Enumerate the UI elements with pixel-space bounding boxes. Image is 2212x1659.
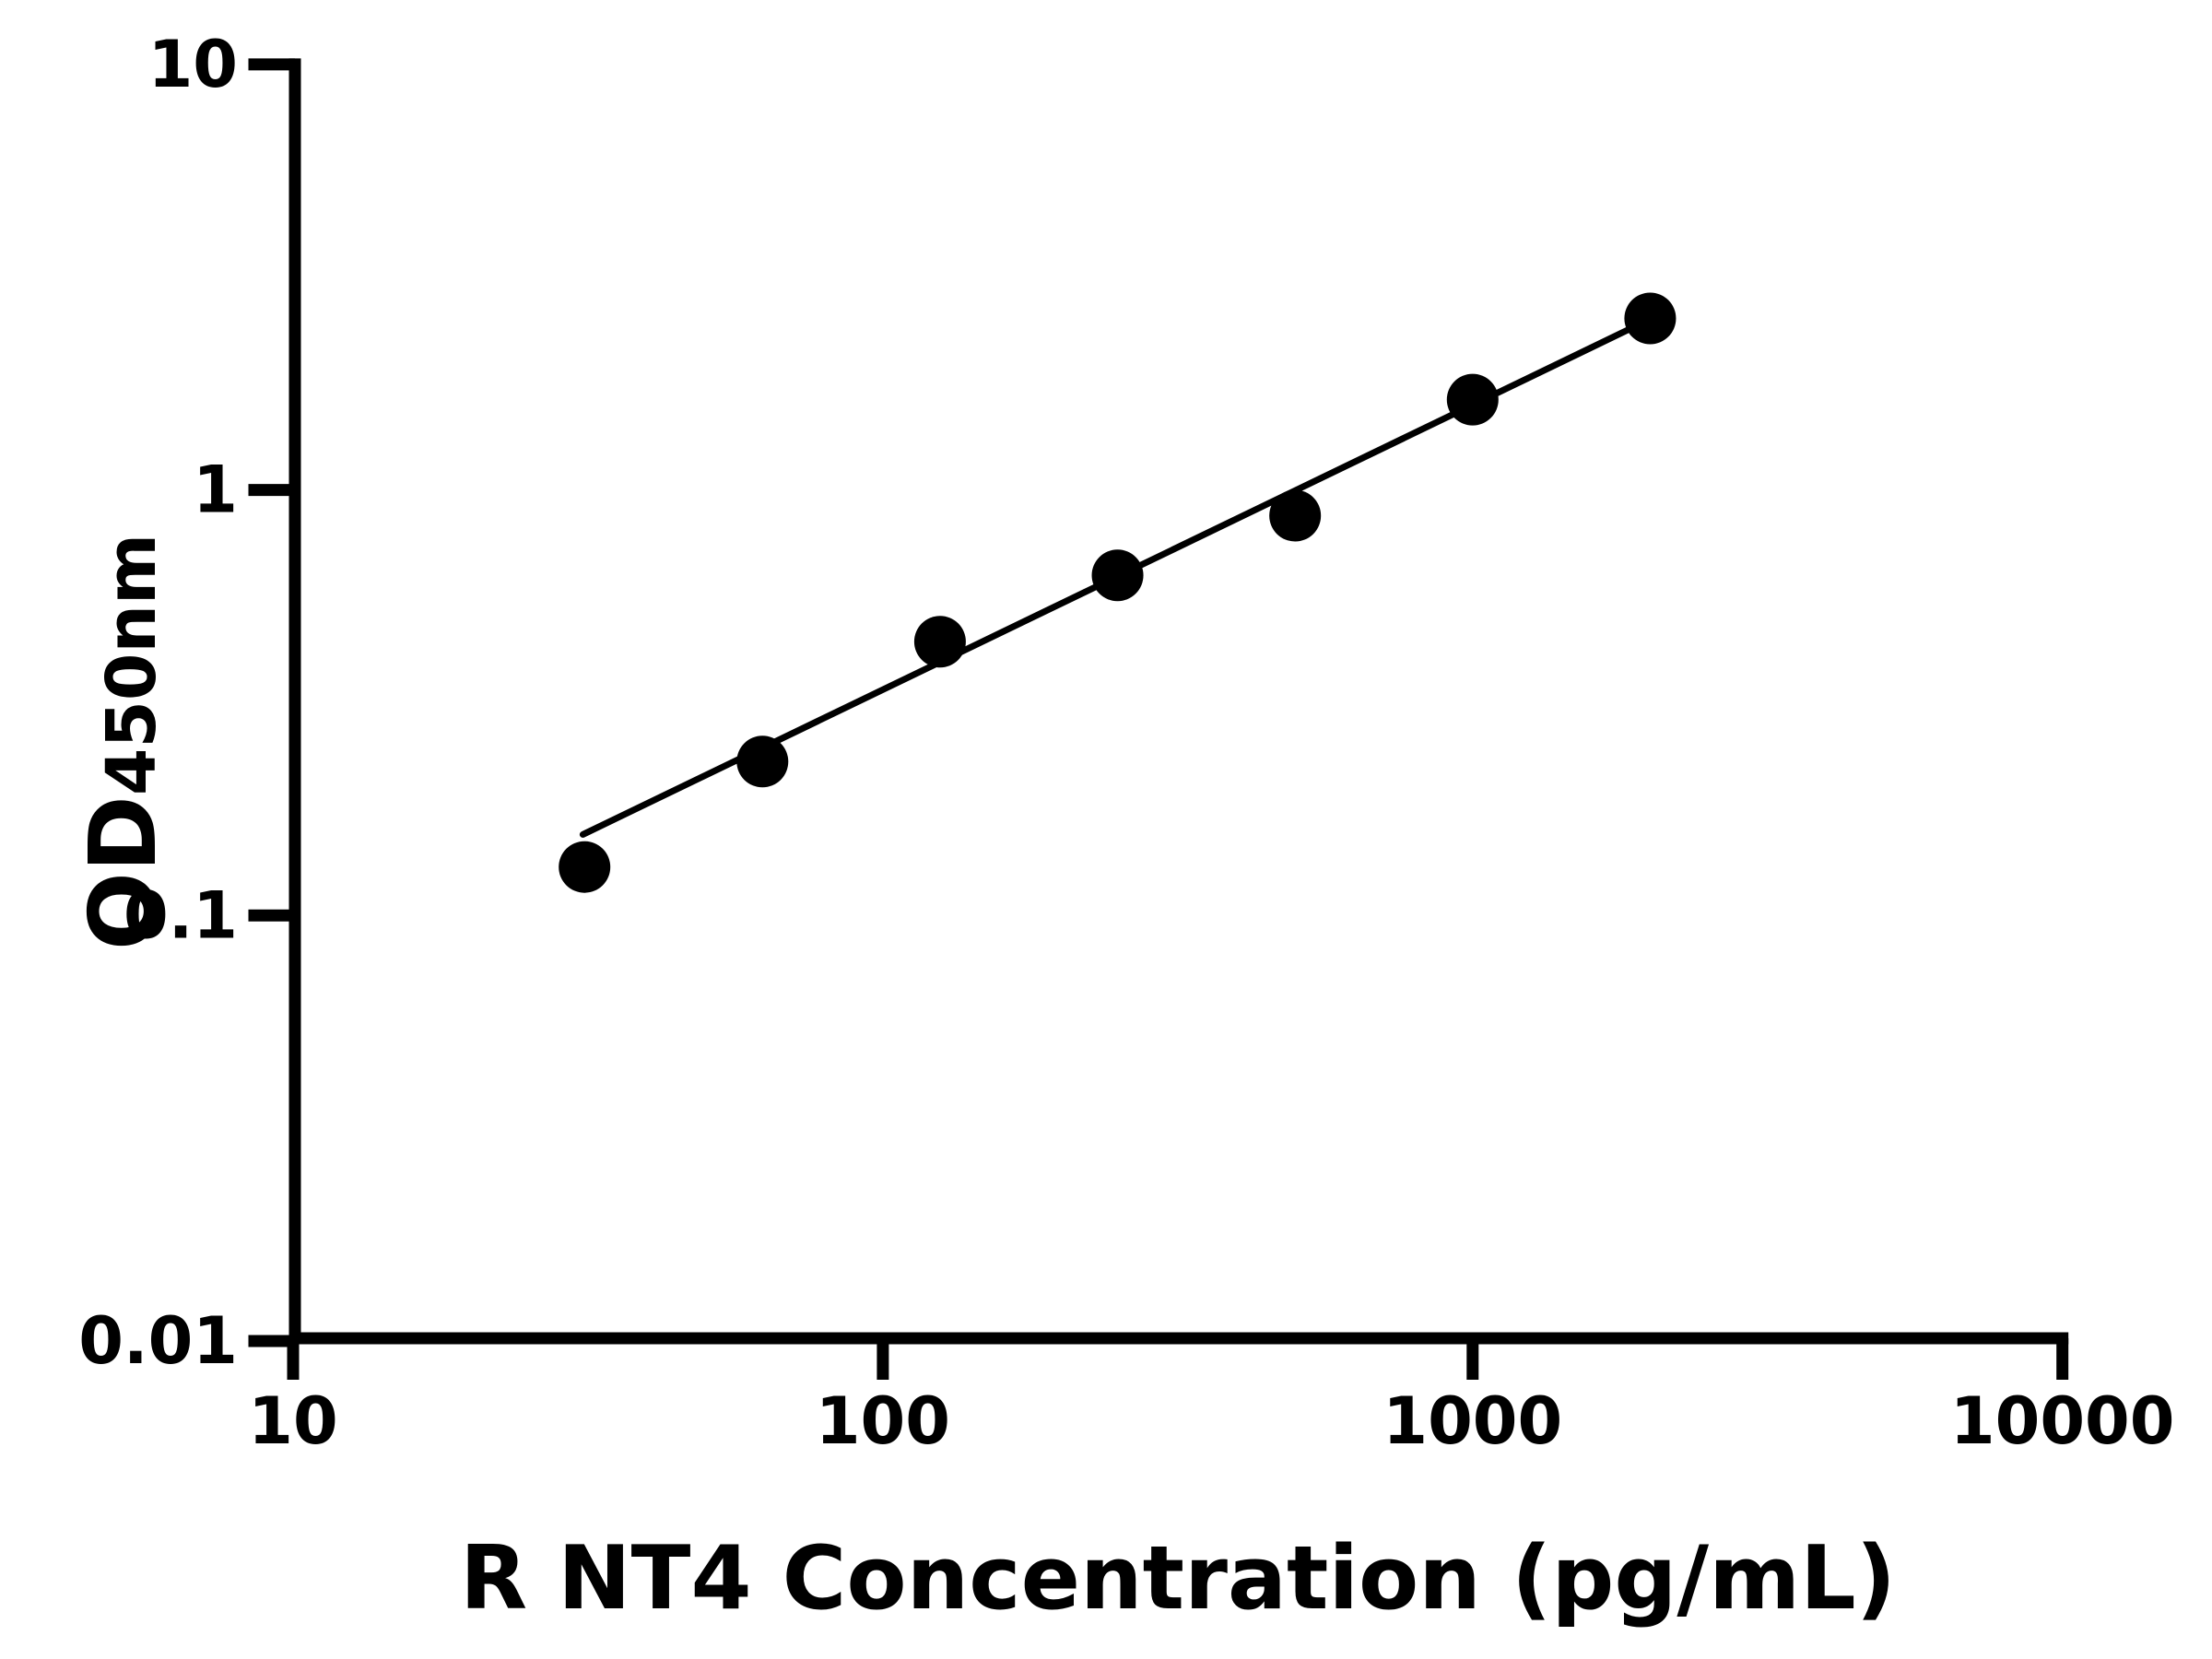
y-axis-title-main: OD (69, 795, 177, 950)
x-tick-label: 10000 (1950, 1383, 2175, 1459)
axes (288, 58, 2069, 1345)
axis-ticks (248, 58, 2069, 1380)
data-point (1446, 373, 1499, 426)
data-point (559, 841, 611, 893)
data-point (1091, 549, 1144, 602)
x-tick-label: 100 (816, 1383, 950, 1459)
y-tick-label: 10 (148, 27, 238, 102)
data-point-group (559, 292, 1677, 893)
data-point (1269, 489, 1322, 542)
y-tick-label: 0.1 (124, 877, 238, 953)
x-tick-label: 10 (248, 1383, 337, 1459)
x-tick-label: 1000 (1382, 1383, 1562, 1459)
y-axis-title-subscript: 450nm (92, 534, 171, 795)
y-axis-title: OD450nm (69, 534, 177, 950)
data-point (913, 616, 966, 668)
y-tick-label: 0.01 (78, 1303, 238, 1379)
data-point (736, 735, 789, 788)
x-axis-title: R NT4 Concentration (pg/mL) (460, 1528, 1896, 1630)
y-tick-label: 1 (193, 453, 238, 528)
data-point (1624, 292, 1677, 345)
